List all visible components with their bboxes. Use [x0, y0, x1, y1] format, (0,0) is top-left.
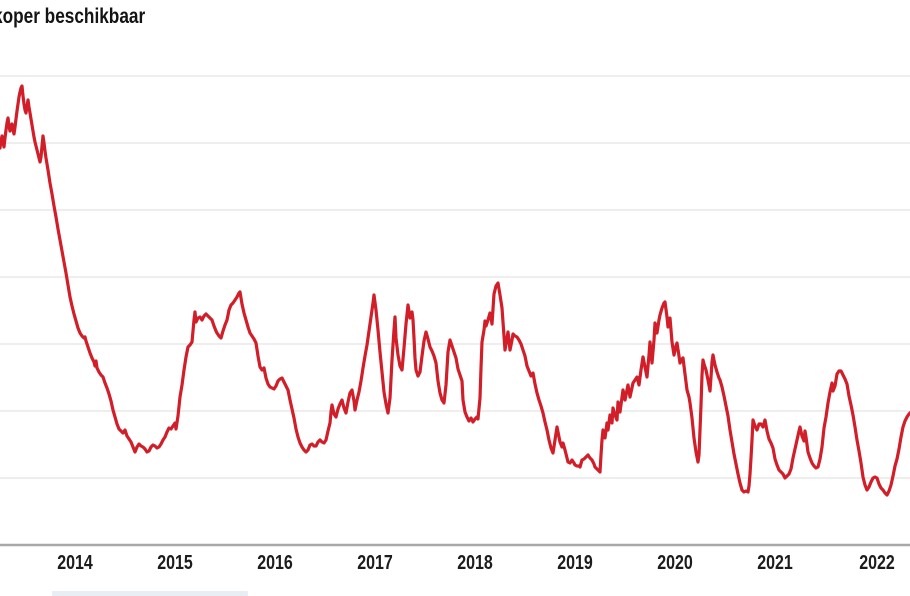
cropped-footer-artifact	[52, 591, 248, 596]
x-tick-label: 2021	[757, 552, 793, 574]
x-tick-label: 2022	[859, 552, 895, 574]
x-tick-label: 2020	[657, 552, 693, 574]
x-tick-label: 2017	[357, 552, 393, 574]
x-tick-label: 2018	[457, 552, 493, 574]
x-tick-label: 2015	[157, 552, 193, 574]
x-tick-label: 2014	[57, 552, 93, 574]
chart-title: koper beschikbaar	[0, 5, 146, 28]
x-tick-label: 2016	[257, 552, 293, 574]
x-tick-label: 2019	[557, 552, 593, 574]
data-line	[0, 84, 910, 497]
